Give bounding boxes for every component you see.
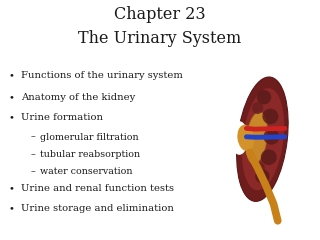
Text: water conservation: water conservation [40, 167, 132, 176]
Text: •: • [8, 184, 14, 193]
Ellipse shape [230, 121, 248, 155]
Text: tubular reabsorption: tubular reabsorption [40, 150, 140, 159]
Ellipse shape [246, 112, 268, 164]
Ellipse shape [237, 125, 254, 151]
Text: Anatomy of the kidney: Anatomy of the kidney [21, 93, 135, 102]
Text: –: – [30, 150, 35, 159]
Text: Urine storage and elimination: Urine storage and elimination [21, 204, 174, 213]
Text: –: – [30, 167, 35, 176]
Text: Functions of the urinary system: Functions of the urinary system [21, 71, 183, 80]
Ellipse shape [263, 129, 279, 144]
Text: •: • [8, 71, 14, 80]
Text: •: • [8, 113, 14, 122]
Ellipse shape [255, 169, 269, 184]
Ellipse shape [257, 90, 271, 104]
Text: Urine formation: Urine formation [21, 113, 103, 122]
Text: –: – [30, 132, 35, 142]
Text: The Urinary System: The Urinary System [78, 30, 242, 47]
Text: Urine and renal function tests: Urine and renal function tests [21, 184, 174, 193]
Ellipse shape [262, 108, 278, 124]
Ellipse shape [252, 102, 263, 114]
Text: Chapter 23: Chapter 23 [114, 6, 206, 23]
Text: •: • [8, 93, 14, 102]
Ellipse shape [253, 162, 265, 174]
Text: •: • [8, 204, 14, 213]
Text: glomerular filtration: glomerular filtration [40, 132, 139, 142]
Ellipse shape [237, 77, 288, 201]
Ellipse shape [242, 88, 284, 190]
Ellipse shape [261, 149, 277, 165]
